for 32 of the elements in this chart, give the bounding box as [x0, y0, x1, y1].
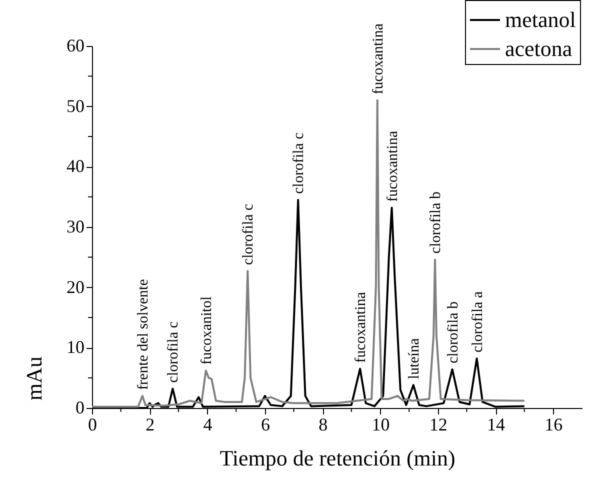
x-axis-title: Tiempo de retención (min) — [220, 446, 456, 470]
x-tick-label: 8 — [318, 414, 328, 434]
y-tick-label: 40 — [66, 156, 84, 176]
y-tick-label: 30 — [66, 216, 84, 236]
annotation: frente del solvente — [135, 278, 152, 390]
legend-label: metanol — [505, 7, 576, 32]
annotation: clorofila b — [445, 301, 462, 364]
annotation: fucoxantina — [384, 130, 401, 202]
annotation: clorofila b — [428, 192, 444, 254]
y-tick-label: 50 — [66, 96, 84, 116]
x-tick-label: 6 — [260, 414, 270, 434]
x-tick-label: 2 — [146, 414, 155, 434]
x-tick-label: 10 — [372, 414, 390, 434]
annotation: fucoxantina — [370, 23, 386, 94]
annotation: clorofila c — [240, 203, 257, 266]
y-tick-label: 20 — [66, 276, 84, 297]
annotation: fucoxanitol — [198, 296, 215, 365]
x-tick-label: 0 — [88, 414, 97, 434]
x-tick-label: 16 — [544, 414, 563, 434]
y-tick-label: 60 — [66, 36, 84, 56]
annotation: clorofila c — [166, 321, 182, 383]
x-tick-label: 14 — [487, 414, 506, 434]
x-tick-label: 4 — [203, 414, 212, 434]
y-tick-label: 10 — [66, 337, 84, 358]
y-tick-label: 0 — [76, 398, 84, 418]
annotation: clorofila c — [291, 132, 308, 194]
x-tick-label: 12 — [429, 414, 448, 434]
legend-label: acetona — [505, 36, 572, 61]
annotation: luteína — [406, 338, 422, 380]
annotation: fucoxantina — [353, 292, 370, 363]
y-axis-title: mAu — [22, 356, 46, 400]
annotation: clorofila a — [470, 290, 486, 353]
